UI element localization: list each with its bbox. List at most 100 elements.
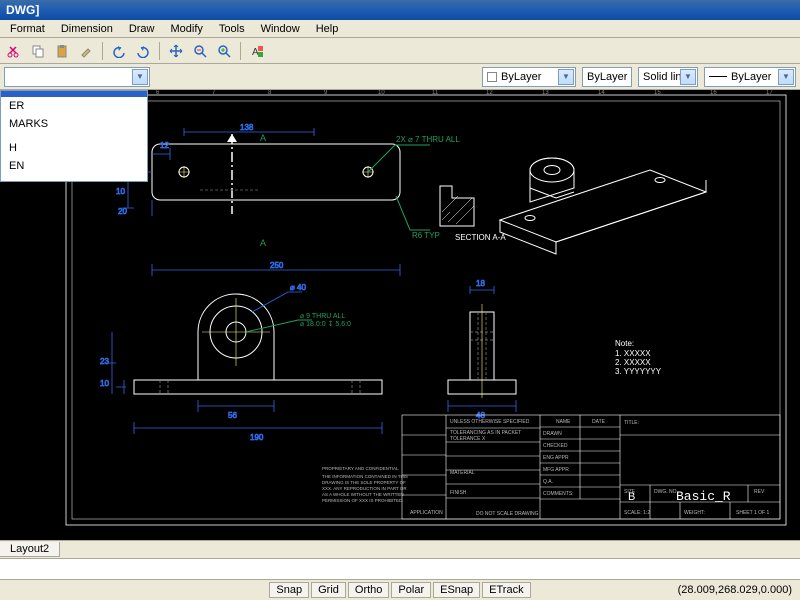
svg-text:DRAWN: DRAWN bbox=[543, 431, 562, 437]
layer-dropdown-list[interactable]: ER MARKS H EN bbox=[0, 90, 148, 182]
menu-tools[interactable]: Tools bbox=[211, 21, 253, 37]
svg-text:DRAWING IS THE SOLE PROPERTY O: DRAWING IS THE SOLE PROPERTY OF bbox=[322, 480, 406, 485]
svg-text:DWG. NO.: DWG. NO. bbox=[654, 489, 678, 495]
redo-button[interactable] bbox=[133, 41, 153, 61]
svg-text:17: 17 bbox=[766, 90, 773, 96]
color-combo[interactable]: ByLayer ▼ bbox=[482, 67, 576, 87]
lineweight-label: ByLayer bbox=[731, 71, 771, 83]
menu-help[interactable]: Help bbox=[308, 21, 347, 37]
color-label: ByLayer bbox=[501, 71, 541, 83]
pan-button[interactable] bbox=[166, 41, 186, 61]
separator bbox=[102, 42, 103, 60]
svg-text:16: 16 bbox=[710, 90, 717, 96]
svg-text:138: 138 bbox=[240, 123, 254, 132]
title-bar: DWG] bbox=[0, 0, 800, 20]
svg-text:TOLERANCE X: TOLERANCE X bbox=[450, 436, 486, 442]
svg-text:MFG APPR: MFG APPR bbox=[543, 467, 569, 473]
svg-text:SCALE: 1:2: SCALE: 1:2 bbox=[624, 510, 650, 516]
svg-text:COMMENTS:: COMMENTS: bbox=[543, 491, 574, 497]
svg-text:FINISH: FINISH bbox=[450, 490, 467, 496]
svg-text:23: 23 bbox=[100, 357, 109, 366]
color-swatch bbox=[487, 72, 497, 82]
text-style-button[interactable]: A bbox=[247, 41, 267, 61]
svg-text:CHECKED: CHECKED bbox=[543, 443, 568, 449]
properties-toolbar: ▼ ByLayer ▼ ByLayer Solid line ▼ ByLayer… bbox=[0, 64, 800, 90]
tab-layout2[interactable]: Layout2 bbox=[0, 542, 60, 557]
polar-toggle[interactable]: Polar bbox=[391, 582, 431, 598]
layer-item-6[interactable] bbox=[1, 175, 147, 181]
svg-text:⌀ 18.0:0 ↧ 5.6:0: ⌀ 18.0:0 ↧ 5.6:0 bbox=[300, 320, 351, 328]
ortho-toggle[interactable]: Ortho bbox=[348, 582, 390, 598]
svg-text:A: A bbox=[260, 238, 266, 248]
cut-button[interactable] bbox=[4, 41, 24, 61]
layer-item-2[interactable]: MARKS bbox=[1, 115, 147, 133]
svg-text:15: 15 bbox=[654, 90, 661, 96]
linetype-combo[interactable]: Solid line ▼ bbox=[638, 67, 698, 87]
line-preview bbox=[709, 76, 727, 77]
svg-text:SECTION A-A: SECTION A-A bbox=[455, 233, 506, 242]
svg-text:XXX. ANY REPRODUCTION IN PART: XXX. ANY REPRODUCTION IN PART OR bbox=[322, 486, 407, 491]
layer-dropdown-combo[interactable]: ▼ bbox=[4, 67, 150, 87]
separator bbox=[159, 42, 160, 60]
layer-name-combo[interactable]: ByLayer bbox=[582, 67, 632, 87]
side-view bbox=[448, 304, 516, 398]
svg-text:250: 250 bbox=[270, 261, 284, 270]
match-props-button[interactable] bbox=[76, 41, 96, 61]
zoom-window-button[interactable] bbox=[214, 41, 234, 61]
menu-window[interactable]: Window bbox=[253, 21, 308, 37]
svg-text:2. XXXXX: 2. XXXXX bbox=[615, 358, 651, 367]
top-view: AA bbox=[152, 133, 400, 248]
undo-button[interactable] bbox=[109, 41, 129, 61]
menu-dimension[interactable]: Dimension bbox=[53, 21, 121, 37]
svg-text:56: 56 bbox=[228, 411, 237, 420]
layer-item-4[interactable]: H bbox=[1, 139, 147, 157]
esnap-toggle[interactable]: ESnap bbox=[433, 582, 480, 598]
svg-text:PROPRIETARY AND CONFIDENTIAL: PROPRIETARY AND CONFIDENTIAL bbox=[322, 466, 399, 471]
title-block: UNLESS OTHERWISE SPECIFIED TOLERANCING A… bbox=[322, 415, 780, 519]
coordinate-readout: (28.009,268.029,0.000) bbox=[678, 584, 792, 596]
layout-tabs: Layout2 bbox=[0, 540, 800, 558]
menu-modify[interactable]: Modify bbox=[162, 21, 210, 37]
isometric-view bbox=[500, 158, 706, 254]
layer-item-5[interactable]: EN bbox=[1, 157, 147, 175]
snap-toggle[interactable]: Snap bbox=[269, 582, 309, 598]
svg-text:NAME: NAME bbox=[556, 419, 571, 425]
svg-text:A: A bbox=[252, 47, 259, 58]
svg-text:UNLESS OTHERWISE SPECIFIED: UNLESS OTHERWISE SPECIFIED bbox=[450, 419, 530, 425]
svg-text:R6 TYP: R6 TYP bbox=[412, 231, 440, 240]
svg-text:3. YYYYYYY: 3. YYYYYYY bbox=[615, 367, 662, 376]
svg-text:2X ⌀ 7 THRU ALL: 2X ⌀ 7 THRU ALL bbox=[396, 135, 460, 144]
svg-text:Note:: Note: bbox=[615, 339, 634, 348]
svg-text:TITLE:: TITLE: bbox=[624, 420, 639, 426]
lineweight-combo[interactable]: ByLayer ▼ bbox=[704, 67, 796, 87]
svg-text:Basic_R: Basic_R bbox=[676, 489, 731, 504]
svg-text:APPLICATION: APPLICATION bbox=[410, 510, 443, 516]
grid-toggle[interactable]: Grid bbox=[311, 582, 346, 598]
paste-button[interactable] bbox=[52, 41, 72, 61]
separator bbox=[240, 42, 241, 60]
chevron-down-icon: ▼ bbox=[778, 69, 794, 85]
window-title: DWG] bbox=[6, 3, 39, 17]
svg-text:WEIGHT:: WEIGHT: bbox=[684, 510, 705, 516]
layer-item-1[interactable]: ER bbox=[1, 97, 147, 115]
svg-text:13: 13 bbox=[542, 90, 549, 96]
section-view: SECTION A-A bbox=[440, 186, 506, 242]
svg-text:PERMISSION OF XXX IS PROHIBITE: PERMISSION OF XXX IS PROHIBITED. bbox=[322, 498, 404, 503]
svg-text:THE INFORMATION CONTAINED IN T: THE INFORMATION CONTAINED IN THIS bbox=[322, 474, 408, 479]
svg-text:DO NOT SCALE DRAWING: DO NOT SCALE DRAWING bbox=[476, 511, 539, 517]
menu-format[interactable]: Format bbox=[2, 21, 53, 37]
svg-text:A: A bbox=[260, 133, 266, 143]
menu-draw[interactable]: Draw bbox=[121, 21, 163, 37]
svg-text:14: 14 bbox=[598, 90, 605, 96]
command-line[interactable] bbox=[0, 558, 800, 580]
svg-text:18: 18 bbox=[476, 279, 485, 288]
svg-text:B: B bbox=[628, 491, 635, 503]
etrack-toggle[interactable]: ETrack bbox=[482, 582, 530, 598]
svg-text:10: 10 bbox=[100, 379, 109, 388]
copy-button[interactable] bbox=[28, 41, 48, 61]
svg-text:REV: REV bbox=[754, 489, 765, 495]
svg-text:190: 190 bbox=[250, 433, 264, 442]
svg-text:Q.A.: Q.A. bbox=[543, 479, 553, 485]
zoom-extents-button[interactable] bbox=[190, 41, 210, 61]
svg-text:ENG APPR: ENG APPR bbox=[543, 455, 569, 461]
